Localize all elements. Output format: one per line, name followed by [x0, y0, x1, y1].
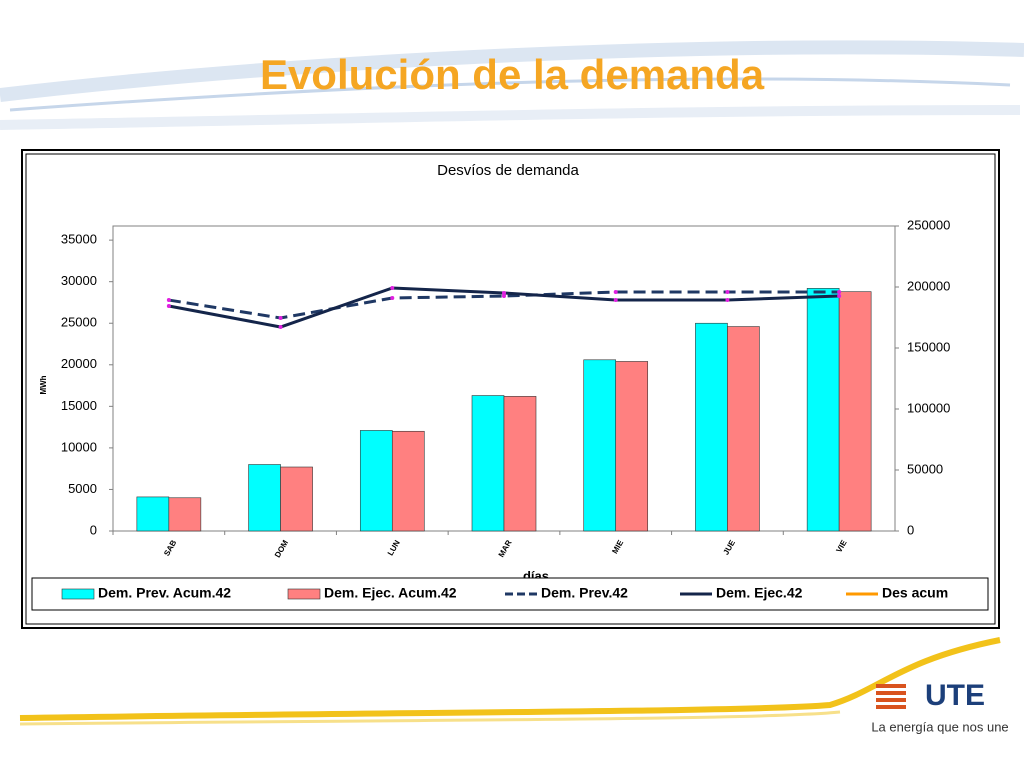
- bar: [695, 322, 728, 532]
- point: [725, 290, 730, 295]
- point: [837, 290, 842, 295]
- legend: Dem. Prev. Acum.42 Dem. Ejec. Acum.42 Dem.…: [61, 585, 948, 601]
- plot: 0 5000 10000 15000 20000 25000 30000 35000 0 5000…: [61, 217, 951, 559]
- y-tick-label: 15000: [61, 398, 97, 413]
- bar: [359, 430, 393, 532]
- swoosh: [19, 710, 841, 726]
- bar: [248, 464, 281, 532]
- bar: [391, 430, 425, 532]
- point: [390, 285, 395, 290]
- y2-tick-label: 250000: [907, 217, 950, 232]
- y-axis-label: MWh: [39, 375, 48, 394]
- point: [278, 325, 283, 330]
- point: [613, 298, 618, 303]
- y2-tick-label: 0: [907, 522, 914, 537]
- y-tick-label: 5000: [68, 481, 97, 496]
- y2-tick-label: 150000: [907, 339, 950, 354]
- legend-label: Dem. Prev. Acum.42: [98, 585, 231, 601]
- legend-swatch: [61, 588, 95, 600]
- point: [278, 315, 283, 320]
- swoosh: [19, 637, 1001, 721]
- point: [502, 290, 506, 295]
- bar: [615, 361, 649, 532]
- point: [390, 295, 395, 300]
- point: [725, 298, 730, 303]
- decoration: [0, 40, 1024, 726]
- chart-frame-inner: [25, 153, 996, 625]
- logo-name: UTE: [925, 679, 985, 712]
- y-tick-label: 10000: [61, 439, 97, 454]
- swoosh: [0, 105, 1021, 130]
- y-tick-label: 35000: [61, 232, 97, 247]
- bar: [727, 326, 760, 532]
- y2-tick-label: 200000: [907, 278, 950, 293]
- bar: [838, 291, 872, 532]
- y-tick-label: 20000: [61, 356, 97, 371]
- y-tick-label: 0: [90, 522, 97, 537]
- bar: [280, 466, 313, 532]
- y2-tick-label: 100000: [907, 400, 950, 415]
- logo-tagline: La energía que nos une: [871, 719, 1008, 734]
- point: [502, 294, 506, 299]
- bar: [168, 497, 202, 532]
- page-title: Evolución de la demanda: [260, 51, 765, 98]
- bar: [503, 396, 537, 532]
- point: [613, 290, 618, 295]
- bar: [471, 395, 505, 532]
- logo: UTE La energía que nos une: [871, 679, 1008, 735]
- chart-title: Desvíos de demanda: [437, 162, 579, 179]
- point: [166, 304, 171, 309]
- point: [837, 294, 842, 299]
- swoosh: [0, 40, 1024, 102]
- logo-stripes: [876, 684, 906, 709]
- legend-label: Dem. Ejec.42: [716, 585, 803, 601]
- legend-label: Dem. Ejec. Acum.42: [324, 585, 457, 601]
- bar: [806, 288, 840, 532]
- legend-swatch: [287, 588, 321, 600]
- point: [166, 298, 171, 303]
- y-tick-label: 30000: [61, 273, 97, 288]
- swoosh: [9, 77, 1011, 112]
- bar: [583, 359, 617, 532]
- y-tick-label: 25000: [61, 315, 97, 330]
- bar: [136, 496, 170, 532]
- legend-label: Des acum: [882, 585, 948, 601]
- y2-tick-label: 50000: [907, 461, 943, 476]
- legend-label: Dem. Prev.42: [541, 585, 628, 601]
